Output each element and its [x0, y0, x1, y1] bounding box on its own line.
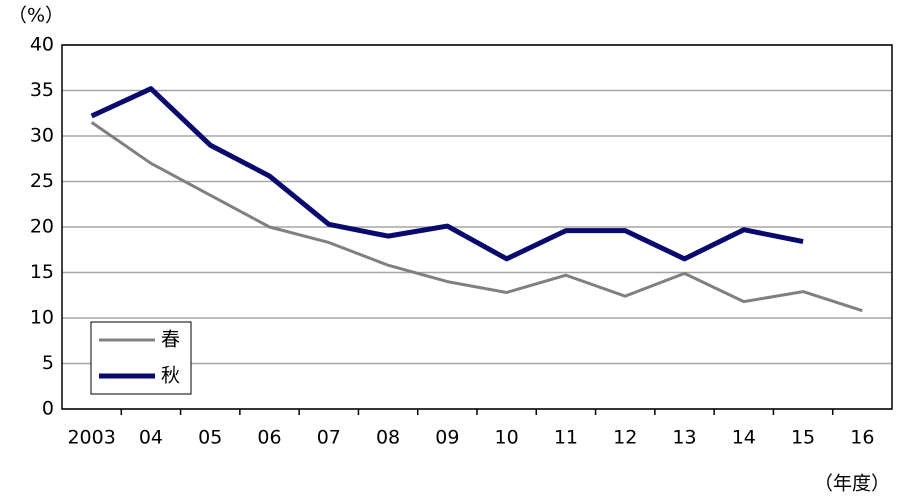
y-tick-label: 15: [30, 261, 54, 283]
x-tick-label: 13: [672, 427, 696, 449]
x-tick-label: 2003: [67, 427, 115, 449]
x-tick-label: 12: [613, 427, 637, 449]
x-tick-label: 07: [317, 427, 341, 449]
legend-box: [90, 321, 192, 395]
y-tick-label: 0: [42, 398, 54, 420]
series-line: [90, 86, 804, 262]
x-tick-label: 09: [435, 427, 459, 449]
x-tick-label: 15: [791, 427, 815, 449]
legend-label: 春: [161, 329, 180, 351]
x-tick-label: 04: [139, 427, 163, 449]
y-tick-label: 25: [30, 170, 54, 192]
y-tick-label: 30: [30, 125, 54, 147]
y-axis-label: （%）: [8, 5, 64, 27]
x-tick-label: 11: [554, 427, 578, 449]
y-tick-label: 5: [42, 352, 54, 374]
x-tick-label: 06: [257, 427, 281, 449]
x-tick-label: 05: [198, 427, 222, 449]
y-tick-label: 10: [30, 307, 54, 329]
legend-label: 秋: [161, 365, 180, 387]
x-tick-label: 14: [732, 427, 756, 449]
y-tick-label: 35: [30, 79, 54, 101]
y-tick-label: 40: [30, 34, 54, 56]
x-tick-label: 16: [850, 427, 874, 449]
y-tick-label: 20: [30, 216, 54, 238]
x-tick-label: 08: [376, 427, 400, 449]
series-line: [90, 121, 863, 313]
x-tick-label: 10: [495, 427, 519, 449]
x-axis-label: （年度）: [814, 473, 890, 495]
